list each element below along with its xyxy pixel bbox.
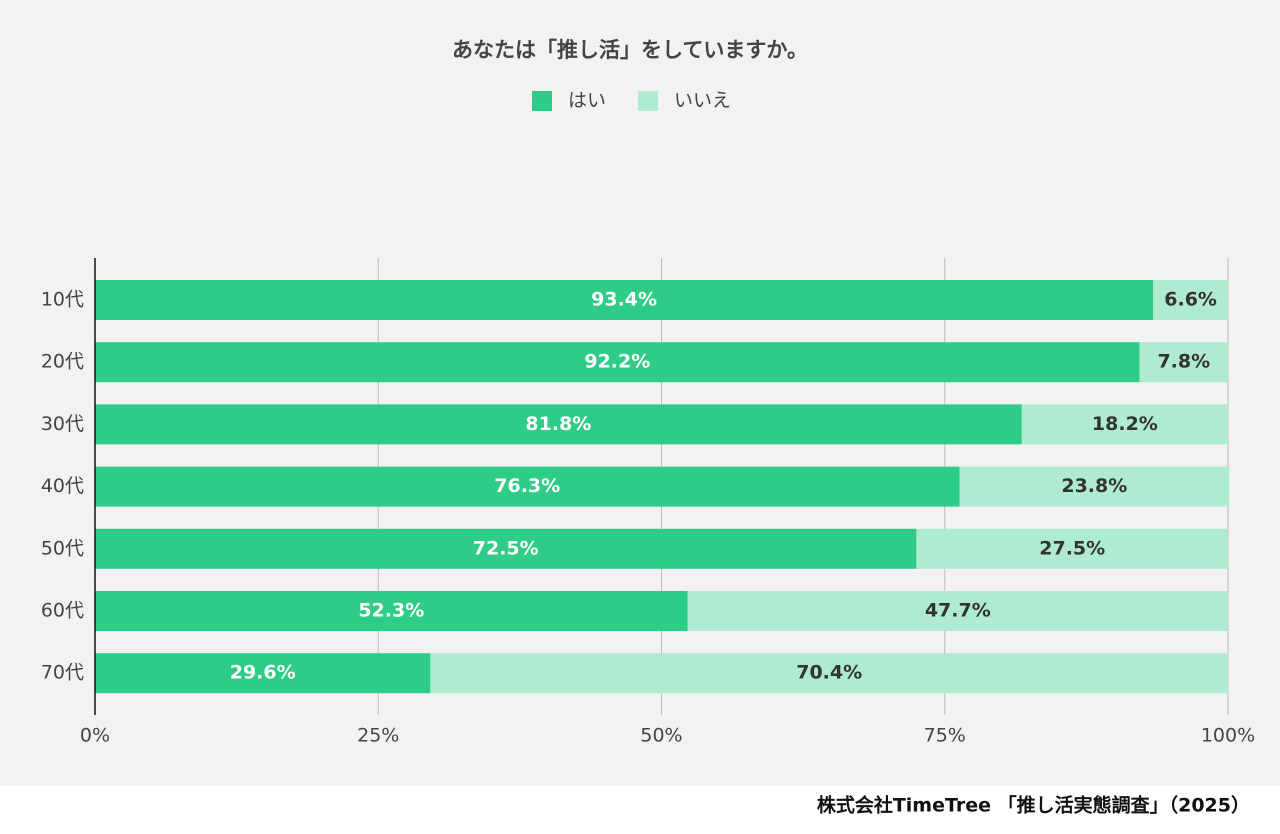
bar-segment — [1021, 404, 1228, 445]
legend-label: いいえ — [674, 90, 731, 112]
bar-segment — [95, 653, 431, 694]
bar-segment — [95, 342, 1140, 383]
value-label: 7.8% — [1157, 351, 1210, 373]
value-label: 6.6% — [1164, 289, 1217, 311]
value-label: 27.5% — [1039, 537, 1105, 559]
value-label: 70.4% — [796, 662, 862, 684]
value-label: 72.5% — [473, 537, 539, 559]
bar-segment — [95, 528, 917, 569]
value-label: 81.8% — [525, 413, 591, 435]
value-label: 93.4% — [591, 289, 657, 311]
value-label: 29.6% — [230, 662, 296, 684]
y-tick-label: 40代 — [41, 475, 84, 497]
bar-segment — [959, 466, 1230, 507]
bar-segment — [95, 466, 960, 507]
bar-segment — [687, 591, 1228, 631]
bar-segment — [95, 404, 1022, 445]
y-tick-label: 20代 — [41, 351, 84, 373]
source: 株式会社TimeTree 「推し活実態調査」（2025） — [817, 794, 1250, 817]
legend-swatch — [638, 91, 658, 111]
bar-segment — [916, 528, 1228, 569]
bar-segment — [430, 653, 1228, 694]
y-tick-label: 60代 — [41, 600, 84, 622]
bar-segment — [95, 591, 688, 631]
legend-swatch — [532, 91, 552, 111]
legend-label: はい — [568, 90, 606, 112]
chart-title: あなたは「推し活」をしていますか。 — [452, 38, 808, 62]
bar-segment — [1139, 342, 1228, 383]
y-tick-label: 30代 — [41, 413, 84, 435]
y-tick-label: 50代 — [41, 537, 84, 559]
value-label: 76.3% — [494, 475, 560, 497]
x-tick-label: 75% — [924, 725, 966, 747]
x-tick-label: 0% — [80, 725, 110, 747]
y-tick-label: 10代 — [41, 289, 84, 311]
x-tick-label: 25% — [357, 725, 399, 747]
bar-segment — [1153, 280, 1228, 320]
x-tick-label: 100% — [1201, 725, 1255, 747]
bar-segment — [95, 280, 1154, 320]
value-label: 92.2% — [584, 351, 650, 373]
y-tick-label: 70代 — [41, 662, 84, 684]
value-label: 47.7% — [925, 600, 991, 622]
value-label: 18.2% — [1092, 413, 1158, 435]
value-label: 52.3% — [358, 600, 424, 622]
value-label: 23.8% — [1061, 475, 1127, 497]
x-tick-label: 50% — [640, 725, 682, 747]
